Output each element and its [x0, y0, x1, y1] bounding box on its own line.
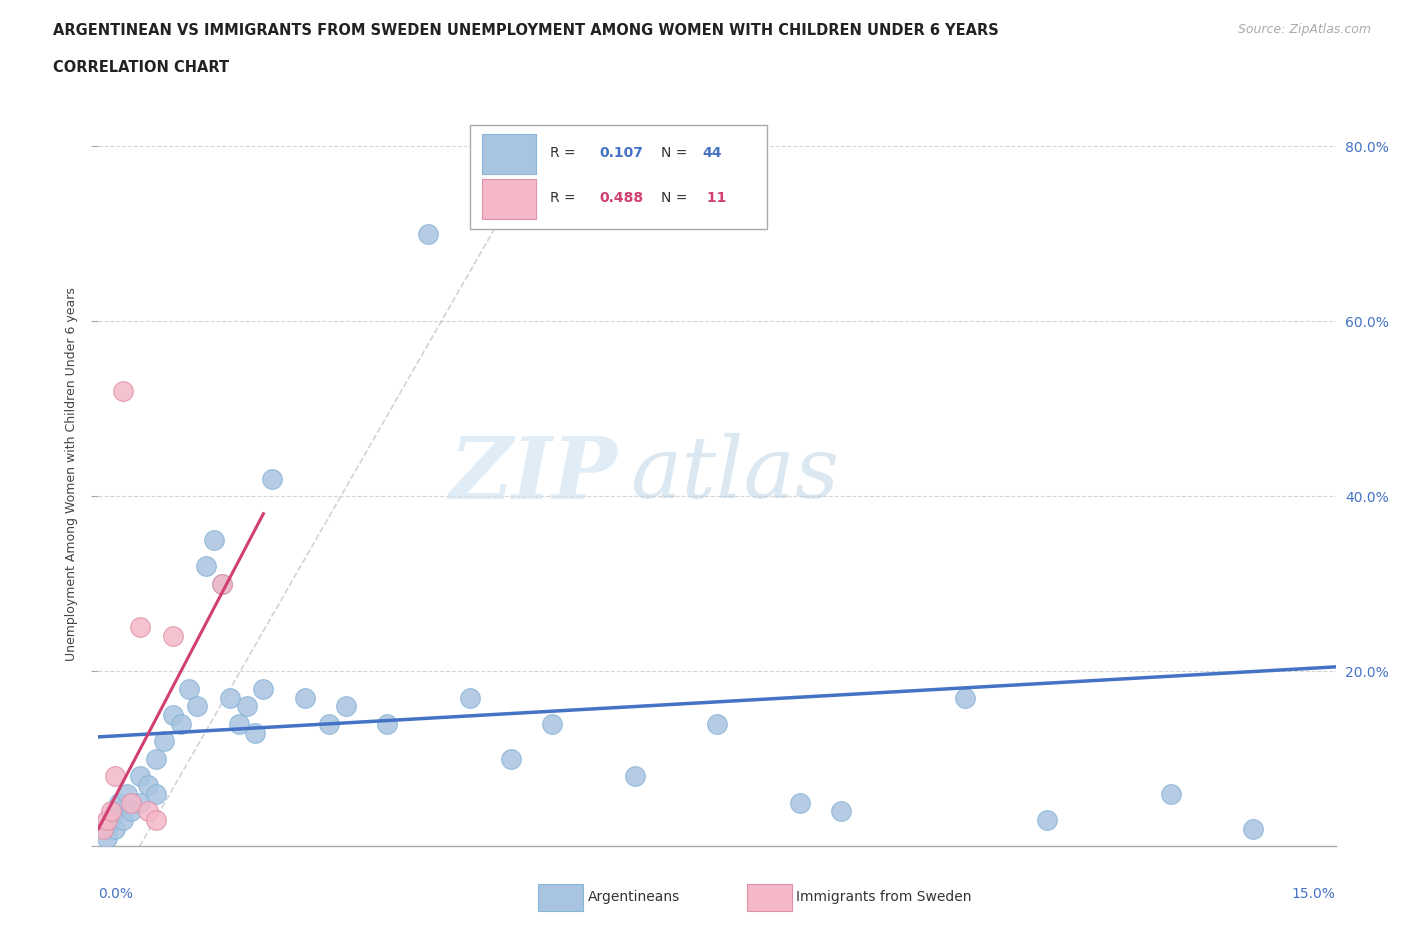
Point [100, 804, 122, 818]
Point [1241, 821, 1264, 836]
Point [136, 777, 159, 792]
Point [458, 690, 481, 705]
Text: ZIP: ZIP [450, 432, 619, 516]
Point [162, 629, 184, 644]
Point [145, 751, 167, 766]
Point [243, 725, 266, 740]
Point [219, 690, 242, 705]
Point [120, 804, 142, 818]
Point [128, 795, 150, 810]
Text: ARGENTINEAN VS IMMIGRANTS FROM SWEDEN UNEMPLOYMENT AMONG WOMEN WITH CHILDREN UND: ARGENTINEAN VS IMMIGRANTS FROM SWEDEN UN… [53, 23, 1000, 38]
Point [120, 795, 142, 810]
Point [211, 577, 233, 591]
Text: Immigrants from Sweden: Immigrants from Sweden [796, 890, 972, 905]
Text: CORRELATION CHART: CORRELATION CHART [53, 60, 229, 75]
Text: 15.0%: 15.0% [1292, 887, 1336, 901]
Text: 0.107: 0.107 [599, 146, 644, 160]
Text: 0.0%: 0.0% [98, 887, 134, 901]
FancyBboxPatch shape [482, 179, 537, 219]
Point [91, 821, 114, 836]
FancyBboxPatch shape [482, 134, 537, 175]
Point [186, 698, 208, 713]
Point [104, 769, 127, 784]
Point [418, 226, 440, 241]
Y-axis label: Unemployment Among Women with Children Under 6 years: Unemployment Among Women with Children U… [65, 287, 79, 661]
Point [252, 682, 274, 697]
Point [236, 698, 259, 713]
Text: R =: R = [550, 146, 581, 160]
Point [789, 795, 811, 810]
Point [953, 690, 976, 705]
Point [112, 384, 135, 399]
Point [153, 734, 176, 749]
Text: 11: 11 [702, 191, 727, 205]
Point [136, 804, 159, 818]
Point [211, 577, 233, 591]
Point [96, 813, 118, 828]
Text: Argentineans: Argentineans [588, 890, 681, 905]
Text: N =: N = [661, 146, 688, 160]
Point [335, 698, 357, 713]
Point [128, 769, 150, 784]
Point [1160, 787, 1182, 802]
Point [128, 620, 150, 635]
Text: N =: N = [661, 191, 688, 205]
Point [112, 813, 135, 828]
Point [145, 787, 167, 802]
Text: 44: 44 [702, 146, 721, 160]
Point [294, 690, 316, 705]
Point [623, 769, 645, 784]
Point [260, 472, 283, 486]
Point [117, 787, 139, 802]
Point [96, 830, 118, 845]
Text: atlas: atlas [630, 433, 839, 515]
Point [194, 559, 217, 574]
Point [104, 804, 127, 818]
FancyBboxPatch shape [470, 125, 766, 229]
Point [830, 804, 852, 818]
Point [100, 813, 122, 828]
Point [541, 716, 564, 731]
Point [228, 716, 250, 731]
Point [318, 716, 340, 731]
Point [108, 795, 131, 810]
Point [179, 682, 201, 697]
Text: R =: R = [550, 191, 581, 205]
Point [499, 751, 522, 766]
Text: 0.488: 0.488 [599, 191, 644, 205]
Text: Source: ZipAtlas.com: Source: ZipAtlas.com [1237, 23, 1371, 36]
Point [375, 716, 398, 731]
Point [706, 716, 728, 731]
Point [145, 813, 167, 828]
Point [162, 708, 184, 723]
Point [96, 821, 118, 836]
Point [202, 533, 225, 548]
Point [1036, 813, 1059, 828]
Point [170, 716, 193, 731]
Point [104, 821, 127, 836]
